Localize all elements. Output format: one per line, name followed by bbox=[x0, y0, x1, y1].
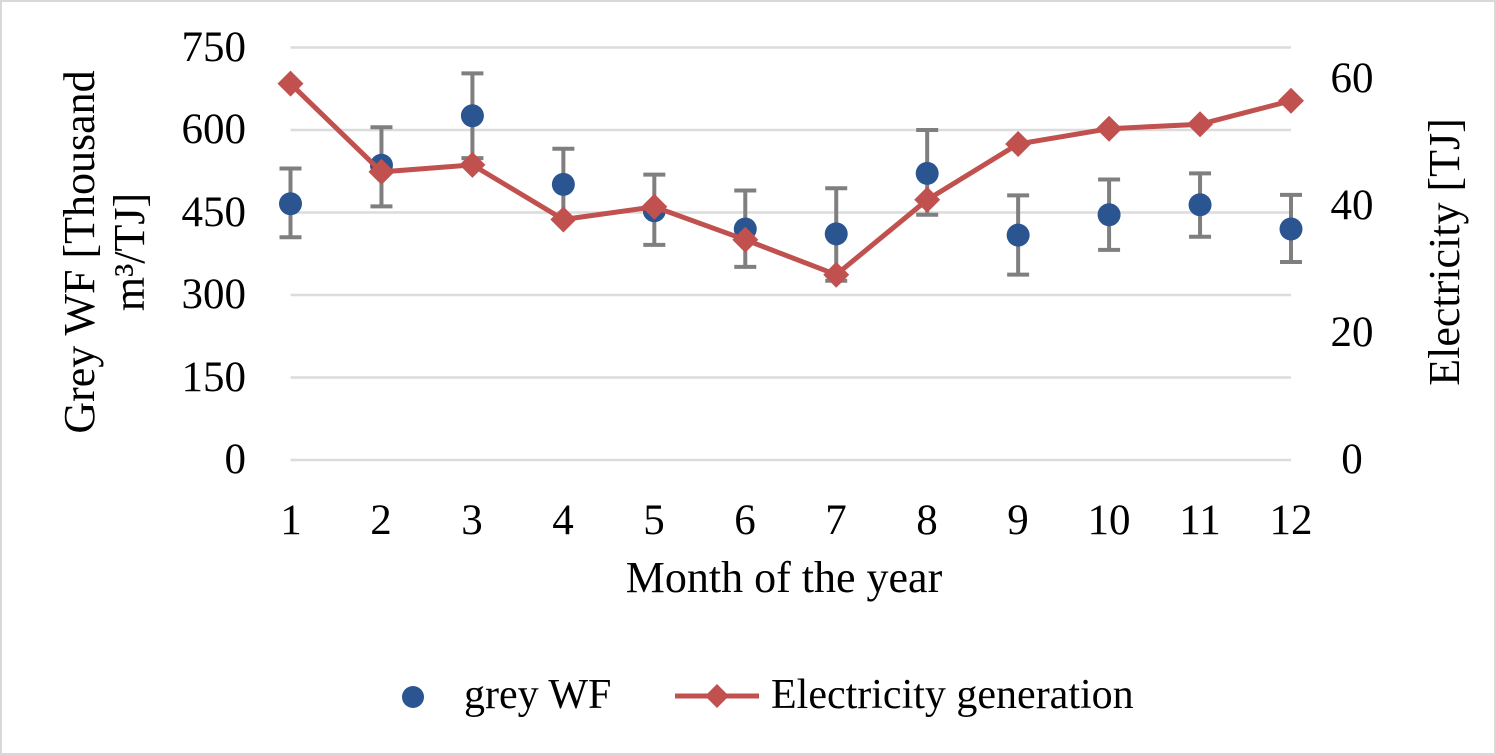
x-axis-tick-label: 12 bbox=[1269, 497, 1313, 544]
legend-label-electricity-generation: Electricity generation bbox=[771, 672, 1134, 718]
legend-scatter-marker-icon bbox=[402, 686, 424, 708]
left-axis-tick-label: 750 bbox=[181, 24, 247, 71]
x-axis-tick-label: 7 bbox=[825, 497, 847, 544]
x-axis-tick-label: 4 bbox=[552, 497, 574, 544]
left-axis-tick-label: 300 bbox=[181, 271, 247, 318]
right-axis-tick-label: 60 bbox=[1330, 55, 1374, 102]
x-axis-title: Month of the year bbox=[625, 553, 943, 602]
right-axis-tick-label: 20 bbox=[1330, 309, 1374, 356]
x-axis-tick-label: 11 bbox=[1179, 497, 1221, 544]
x-axis-tick-label: 2 bbox=[370, 497, 392, 544]
left-axis-tick-label: 150 bbox=[181, 354, 247, 401]
legend-line-marker-icon bbox=[675, 684, 759, 708]
x-axis-tick-label: 6 bbox=[734, 497, 756, 544]
right-axis-tick-label: 40 bbox=[1330, 182, 1374, 229]
left-axis-tick-label: 450 bbox=[181, 189, 247, 236]
x-axis-tick-label: 10 bbox=[1087, 497, 1131, 544]
right-axis-tick-label: 0 bbox=[1341, 436, 1363, 483]
right-axis-title: Electricity [TJ] bbox=[1420, 118, 1469, 386]
left-axis-tick-label: 600 bbox=[181, 106, 247, 153]
x-axis-tick-label: 1 bbox=[280, 497, 302, 544]
left-axis-title-line1: Grey WF [Thousand bbox=[55, 70, 104, 434]
left-axis-tick-label: 0 bbox=[224, 436, 247, 483]
legend-label-grey-wf: grey WF bbox=[464, 672, 612, 718]
x-axis-tick-label: 8 bbox=[916, 497, 938, 544]
x-axis-tick-label: 5 bbox=[643, 497, 665, 544]
x-axis-tick-label: 9 bbox=[1007, 497, 1029, 544]
x-axis-tick-label: 3 bbox=[461, 497, 483, 544]
